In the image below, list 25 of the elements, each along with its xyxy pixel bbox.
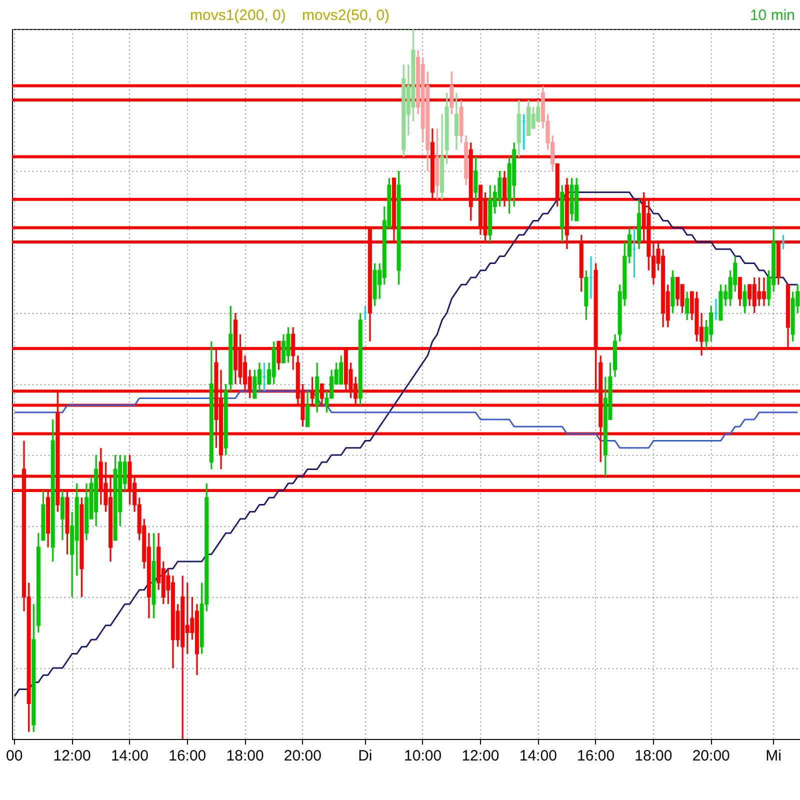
x-tick-label: 20:00 (284, 748, 322, 764)
text: 10 min (750, 7, 795, 24)
x-tick-label: 14:00 (110, 748, 148, 764)
candlestick (454, 92, 458, 150)
candlestick (450, 70, 454, 115)
text: movs2(50, 0) (302, 7, 390, 24)
x-tick-label: 10:00 (404, 748, 442, 764)
x-tick-label: 16:00 (168, 748, 206, 764)
candlestick (474, 156, 478, 200)
x-tick-label: 20:00 (692, 748, 730, 764)
x-tick-label: 00 (6, 748, 23, 764)
x-tick-label: 16:00 (577, 748, 615, 764)
candlestick (60, 490, 64, 541)
x-tick-label: 14:00 (519, 748, 557, 764)
candlestick (306, 390, 310, 428)
x-tick-label: 18:00 (634, 748, 672, 764)
x-tick-label: 12:00 (462, 748, 500, 764)
x-tick-label: 12:00 (53, 748, 91, 764)
text: movs1(200, 0) (190, 7, 286, 24)
x-tick-label: 18:00 (226, 748, 264, 764)
candlestick (742, 284, 747, 314)
x-tick-label: Di (358, 748, 372, 764)
x-tick-label: Mi (766, 748, 782, 764)
candlestick (738, 276, 742, 307)
candlestick (685, 290, 690, 321)
